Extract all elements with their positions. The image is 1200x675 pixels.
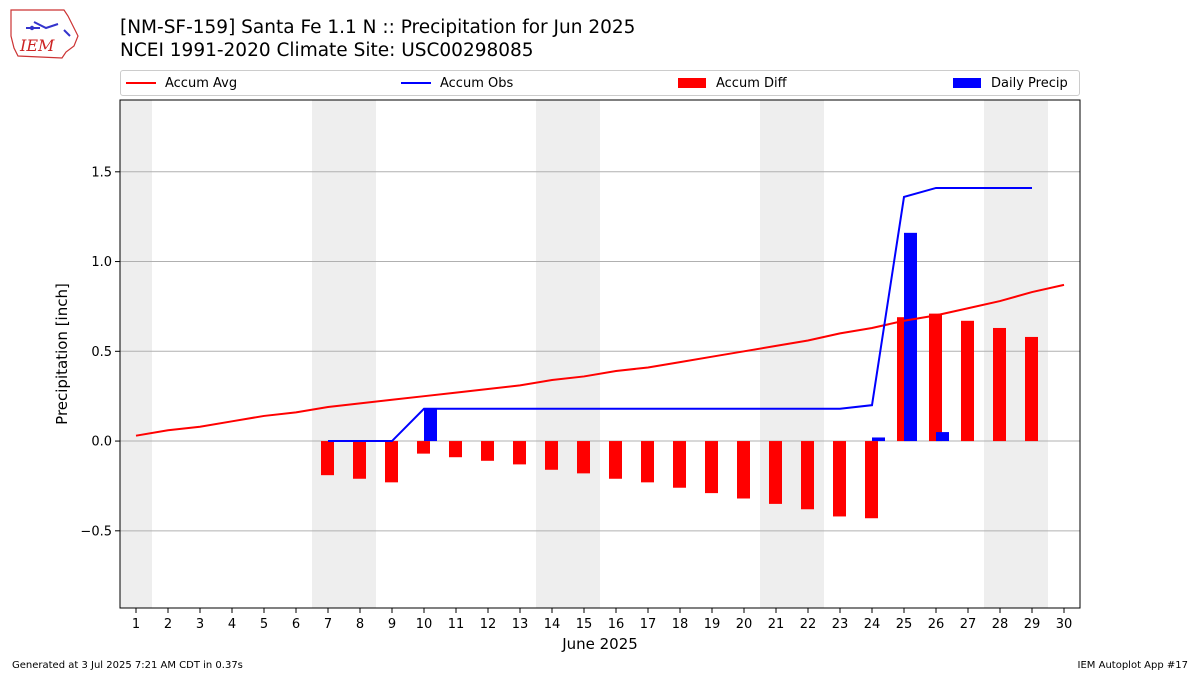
accum-diff-bar bbox=[449, 441, 462, 458]
accum-diff-bar bbox=[577, 441, 590, 474]
accum-diff-bar bbox=[961, 320, 974, 442]
app-credit: IEM Autoplot App #17 bbox=[1077, 660, 1188, 671]
accum-diff-bar bbox=[353, 441, 366, 479]
y-tick-label: 1.5 bbox=[91, 165, 112, 180]
legend-item-daily-precip: Daily Precip bbox=[953, 71, 1068, 95]
x-tick-label: 16 bbox=[608, 617, 625, 632]
weekend-shade bbox=[536, 100, 600, 608]
x-tick-label: 25 bbox=[896, 617, 913, 632]
x-tick-label: 26 bbox=[928, 617, 945, 632]
legend-swatch-accum-obs bbox=[401, 82, 431, 84]
legend-label-daily-precip: Daily Precip bbox=[991, 75, 1068, 91]
y-tick-label: −0.5 bbox=[80, 524, 112, 539]
accum-obs-line bbox=[328, 186, 1032, 443]
legend-item-accum-obs: Accum Obs bbox=[401, 71, 513, 95]
accum-diff-bar bbox=[801, 441, 814, 510]
x-tick-label: 12 bbox=[480, 617, 497, 632]
accum-diff-bar bbox=[673, 441, 686, 488]
accum-diff-bar bbox=[321, 441, 334, 476]
x-tick-label: 17 bbox=[640, 617, 657, 632]
logo-text: IEM bbox=[19, 36, 55, 55]
x-tick-label: 20 bbox=[736, 617, 753, 632]
x-tick-label: 13 bbox=[512, 617, 529, 632]
daily-precip-bar bbox=[904, 232, 917, 442]
accum-diff-bar bbox=[545, 441, 558, 470]
plot-frame bbox=[119, 99, 1081, 609]
chart-subtitle: NCEI 1991-2020 Climate Site: USC00298085 bbox=[120, 40, 534, 61]
x-tick-label: 24 bbox=[864, 617, 881, 632]
iem-logo: IEM bbox=[10, 9, 79, 59]
lines bbox=[135, 186, 1065, 443]
accum-diff-bar bbox=[481, 441, 494, 461]
x-tick-label: 28 bbox=[992, 617, 1009, 632]
accum-diff-bar bbox=[417, 441, 430, 454]
grid-lines bbox=[120, 171, 1080, 532]
accum-diff-bar bbox=[769, 441, 782, 504]
legend-label-accum-diff: Accum Diff bbox=[716, 75, 787, 91]
weekend-shade bbox=[120, 100, 152, 608]
x-tick-label: 10 bbox=[416, 617, 433, 632]
generated-timestamp: Generated at 3 Jul 2025 7:21 AM CDT in 0… bbox=[12, 660, 243, 671]
weekend-shade bbox=[312, 100, 376, 608]
accum-diff-bar bbox=[641, 441, 654, 483]
accum-diff-bar bbox=[705, 441, 718, 494]
x-tick-label: 11 bbox=[448, 617, 465, 632]
weekend-shading bbox=[120, 100, 1048, 608]
x-tick-label: 23 bbox=[832, 617, 849, 632]
accum-avg-line bbox=[135, 283, 1065, 437]
x-tick-label: 7 bbox=[324, 617, 332, 632]
daily-precip-bar bbox=[936, 432, 949, 442]
accum-diff-bar bbox=[929, 313, 942, 442]
accum-diff-bar bbox=[833, 441, 846, 517]
legend-swatch-accum-avg bbox=[126, 82, 156, 84]
x-tick-label: 6 bbox=[292, 617, 300, 632]
chart-legend: Accum Avg Accum Obs Accum Diff Daily Pre… bbox=[120, 70, 1080, 96]
legend-item-accum-diff: Accum Diff bbox=[678, 71, 787, 95]
x-tick-label: 9 bbox=[388, 617, 396, 632]
legend-label-accum-avg: Accum Avg bbox=[165, 75, 238, 91]
y-tick-label: 1.0 bbox=[91, 255, 112, 270]
bars bbox=[321, 232, 1038, 519]
iowa-state-map-logo-icon bbox=[10, 9, 79, 59]
x-tick-label: 27 bbox=[960, 617, 977, 632]
legend-swatch-accum-diff bbox=[678, 78, 706, 88]
x-tick-label: 8 bbox=[356, 617, 364, 632]
x-tick-label: 19 bbox=[704, 617, 721, 632]
accum-diff-bar bbox=[385, 441, 398, 483]
accum-diff-bar bbox=[993, 327, 1006, 442]
x-tick-label: 29 bbox=[1024, 617, 1041, 632]
y-axis-label: Precipitation [inch] bbox=[53, 283, 71, 425]
legend-label-accum-obs: Accum Obs bbox=[440, 75, 514, 91]
axis-ticks: −0.50.00.51.01.51 2 3 4 5 6 7 8 9 10 11 12 13 14 15 16 1… bbox=[80, 165, 1072, 632]
accum-diff-bar bbox=[737, 441, 750, 499]
chart-title: [NM-SF-159] Santa Fe 1.1 N :: Precipitat… bbox=[120, 17, 636, 38]
accum-diff-bar bbox=[609, 441, 622, 479]
x-tick-label: 30 bbox=[1056, 617, 1073, 632]
y-tick-label: 0.0 bbox=[91, 435, 112, 450]
daily-precip-bar bbox=[872, 437, 885, 442]
legend-swatch-daily-precip bbox=[953, 78, 981, 88]
x-tick-label: 18 bbox=[672, 617, 689, 632]
x-tick-label: 14 bbox=[544, 617, 561, 632]
x-tick-label: 21 bbox=[768, 617, 785, 632]
x-axis-label: June 2025 bbox=[561, 635, 638, 653]
daily-precip-bar bbox=[424, 408, 437, 442]
x-tick-label: 22 bbox=[800, 617, 817, 632]
x-tick-label: 2 bbox=[164, 617, 172, 632]
x-tick-label: 1 bbox=[132, 617, 140, 632]
accum-diff-bar bbox=[865, 441, 878, 519]
y-tick-label: 0.5 bbox=[91, 345, 112, 360]
x-tick-label: 15 bbox=[576, 617, 593, 632]
legend-item-accum-avg: Accum Avg bbox=[126, 71, 237, 95]
x-tick-label: 3 bbox=[196, 617, 204, 632]
x-tick-label: 5 bbox=[260, 617, 268, 632]
accum-diff-bar bbox=[513, 441, 526, 465]
accum-diff-bar bbox=[1025, 336, 1038, 442]
x-tick-label: 4 bbox=[228, 617, 236, 632]
weekend-shade bbox=[760, 100, 824, 608]
